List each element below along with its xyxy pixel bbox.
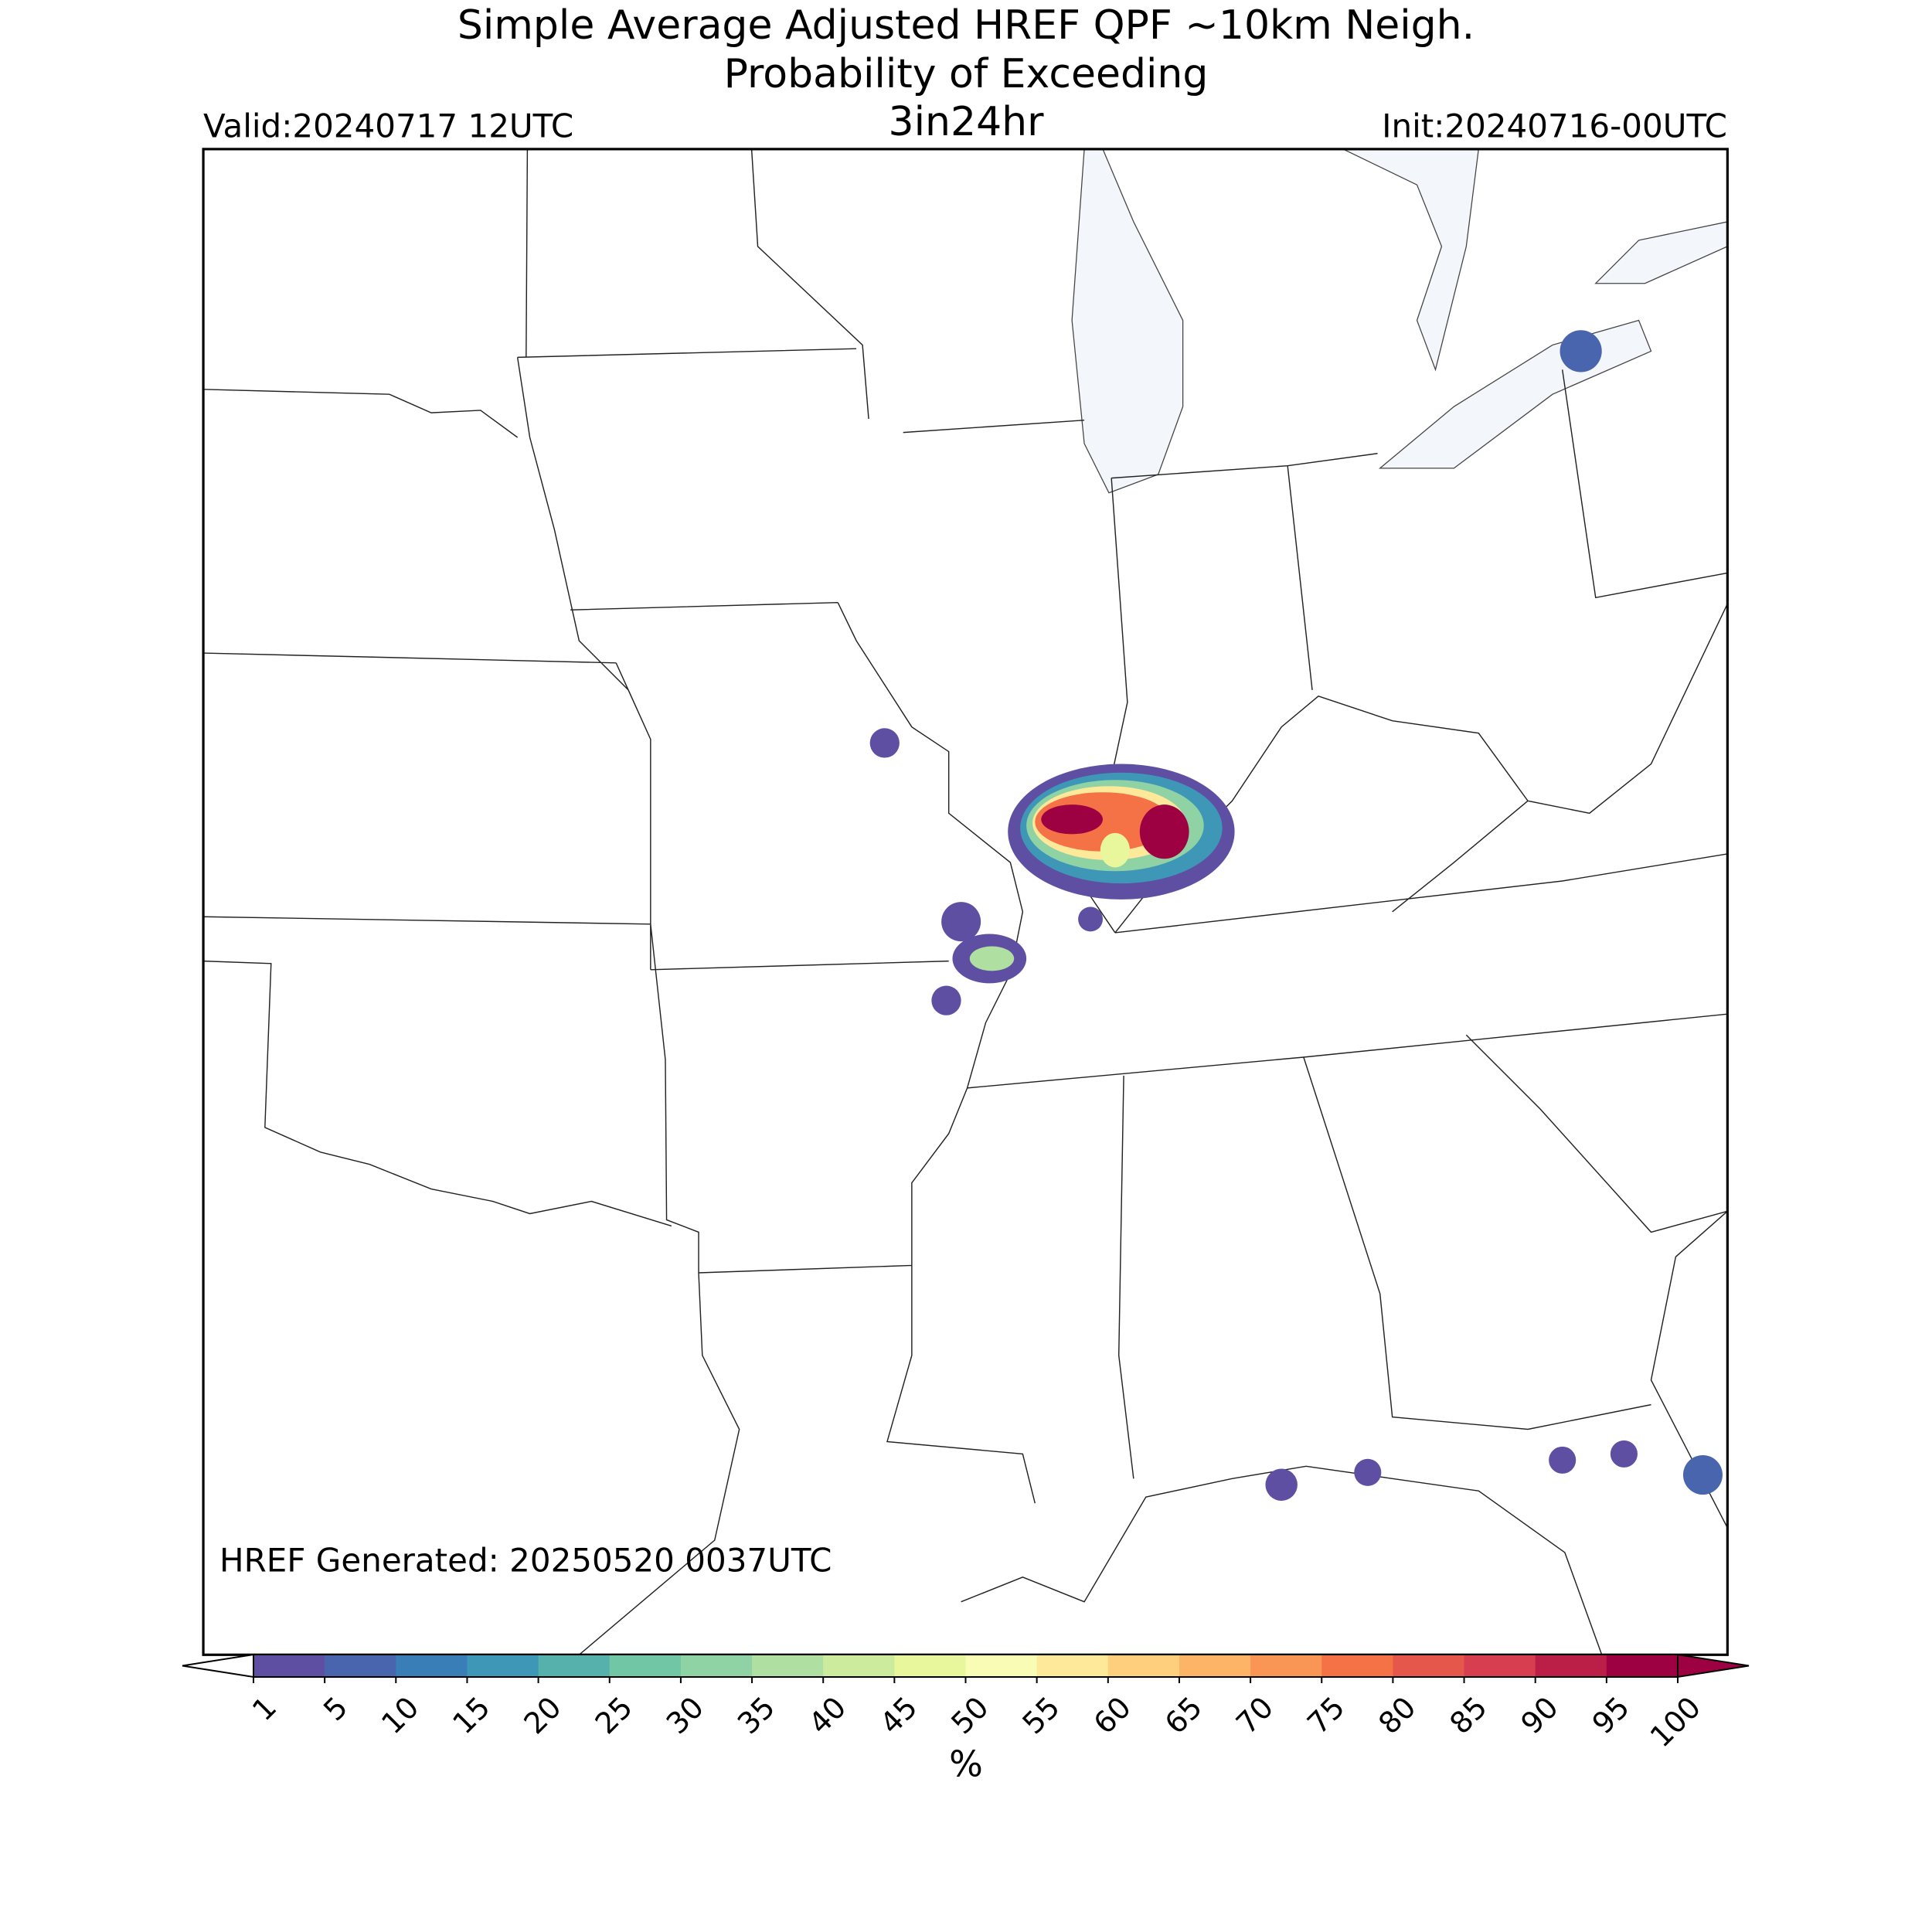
colorbar-tick-label: 15 — [446, 1690, 496, 1740]
colorbar-tick-label: 85 — [1443, 1690, 1493, 1740]
colorbar-segment — [1321, 1655, 1393, 1677]
prob-area — [1354, 1458, 1382, 1486]
colorbar-tick-label: 25 — [589, 1690, 639, 1740]
colorbar-segment — [752, 1655, 824, 1677]
prob-area — [1265, 1468, 1298, 1501]
colorbar-segment — [1036, 1655, 1109, 1677]
colorbar-extend-low — [182, 1653, 254, 1679]
prob-area — [931, 985, 961, 1015]
colorbar-segment — [894, 1655, 966, 1677]
generated-note: HREF Generated: 20250520 0037UTC — [219, 1542, 832, 1580]
colorbar-tick-label: 60 — [1087, 1690, 1138, 1740]
map-frame — [202, 148, 1729, 1656]
map — [202, 148, 1729, 1656]
colorbar-tick-label: 100 — [1644, 1690, 1707, 1753]
threshold: 3in24hr — [889, 99, 1045, 145]
colorbar-tick-label: 45 — [873, 1690, 923, 1740]
prob-area — [1100, 832, 1131, 868]
prob-area — [1078, 906, 1103, 932]
colorbar: 1 5 10 15 20 25 30 35 40 45 50 55 60 65 70 75 80 85 90 95 10… — [182, 1653, 1750, 1753]
colorbar-segment — [467, 1655, 539, 1677]
colorbar-tick-label: 30 — [660, 1690, 710, 1740]
prob-area — [869, 728, 900, 758]
colorbar-segment — [253, 1655, 325, 1677]
prob-area — [1560, 330, 1602, 372]
prob-area — [1549, 1446, 1577, 1474]
colorbar-tick-label: 95 — [1586, 1690, 1636, 1740]
colorbar-segment — [680, 1655, 753, 1677]
colorbar-segment — [823, 1655, 895, 1677]
colorbar-segment — [1464, 1655, 1536, 1677]
prob-area — [1041, 804, 1103, 835]
colorbar-segment — [1535, 1655, 1607, 1677]
colorbar-segment — [1107, 1655, 1180, 1677]
lakes — [1071, 148, 1728, 494]
colorbar-tick-label: 1 — [246, 1690, 283, 1727]
colorbar-segment — [1179, 1655, 1251, 1677]
colorbar-tick-label: 20 — [517, 1690, 567, 1740]
colorbar-tick-label: 90 — [1515, 1690, 1565, 1740]
colorbar-tick-label: 35 — [731, 1690, 781, 1740]
title: Probability of Exceeding — [724, 51, 1209, 97]
valid-time: Valid:20240717 12UTC — [203, 107, 573, 145]
colorbar-tick-label: 70 — [1230, 1690, 1280, 1740]
colorbar-tick-label: 5 — [317, 1690, 354, 1727]
prob-area — [1682, 1454, 1723, 1495]
colorbar-tick-label: 80 — [1372, 1690, 1422, 1740]
colorbar-segment — [965, 1655, 1038, 1677]
prob-area — [969, 946, 1015, 971]
colorbar-tick-label: 75 — [1301, 1690, 1351, 1740]
prob-area — [941, 902, 981, 942]
colorbar-segment — [1250, 1655, 1322, 1677]
colorbar-tick-label: 55 — [1016, 1690, 1066, 1740]
colorbar-extend-high — [1677, 1653, 1750, 1679]
prob-area — [1610, 1440, 1638, 1468]
colorbar-tick-label: 50 — [944, 1690, 995, 1740]
colorbar-tick-label: 65 — [1158, 1690, 1209, 1740]
colorbar-segment — [538, 1655, 611, 1677]
colorbar-segment — [396, 1655, 468, 1677]
init-time: Init:20240716-00UTC — [1382, 107, 1727, 145]
colorbar-segment — [325, 1655, 396, 1677]
state-borders — [203, 148, 1728, 1655]
colorbar-segment — [1606, 1655, 1679, 1677]
map-body — [203, 148, 1728, 1655]
colorbar-segment — [609, 1655, 682, 1677]
colorbar-label: % — [949, 1743, 983, 1785]
colorbar-segment — [1393, 1655, 1465, 1677]
colorbar-tick-label: 10 — [375, 1690, 425, 1740]
prob-area — [1139, 804, 1189, 859]
title: Simple Average Adjusted HREF QPF ~10km N… — [457, 2, 1475, 49]
probability-field — [869, 330, 1723, 1501]
colorbar-tick-label: 40 — [802, 1690, 852, 1740]
